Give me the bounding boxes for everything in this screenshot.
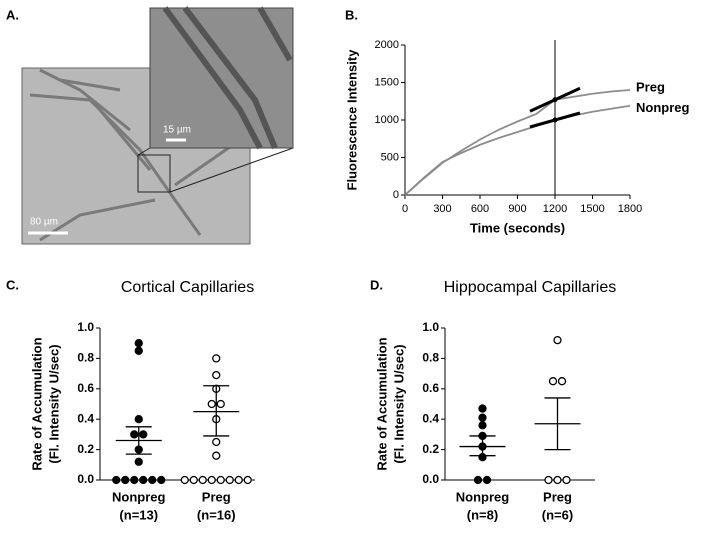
- panel-label: B.: [345, 7, 358, 22]
- x-tick-label: 1500: [580, 203, 604, 215]
- zoom-connector: [137, 147, 151, 156]
- y-axis-label: Fluorescence Intensity: [344, 49, 359, 191]
- vessel: [29, 68, 241, 242]
- data-point: [130, 430, 139, 439]
- y-tick-label: 0.4: [422, 411, 439, 425]
- y-tick-label: 0.0: [422, 472, 439, 486]
- y-tick-label: 1000: [375, 114, 399, 126]
- data-point: [212, 451, 221, 460]
- vessel: [162, 6, 293, 150]
- data-point: [478, 421, 487, 430]
- x-tick-label: 300: [433, 203, 451, 215]
- x-tick-label: 900: [508, 203, 526, 215]
- panel-label: A.: [6, 7, 19, 22]
- scale-label: 15 µm: [163, 125, 191, 136]
- panel-label: C.: [6, 277, 19, 292]
- y-tick-label: 0: [393, 189, 399, 201]
- data-point: [562, 475, 571, 485]
- y-axis-label: (Fl. Intensity U/sec): [46, 344, 61, 463]
- data-point: [112, 475, 121, 485]
- micrograph: 80 µm 15 µm: [21, 6, 294, 245]
- y-tick-label: 0.0: [77, 472, 94, 486]
- series-line: [404, 89, 631, 196]
- y-axis-label: (Fl. Intensity U/sec): [391, 344, 406, 463]
- data-point: [212, 354, 221, 363]
- x-tick-label: 0: [402, 203, 408, 215]
- scale-label: 80 µm: [30, 217, 58, 228]
- y-tick-label: 500: [381, 151, 399, 163]
- data-point: [212, 370, 221, 380]
- x-tick-label: Preg: [202, 489, 231, 504]
- series-line: [404, 104, 631, 196]
- x-tick-label: Preg: [543, 489, 572, 504]
- data-point: [207, 399, 216, 409]
- y-tick-label: 0.4: [77, 411, 94, 425]
- data-point: [180, 475, 189, 485]
- marker-point: [552, 117, 558, 123]
- x-tick-note: (n=6): [542, 507, 573, 522]
- y-tick-label: 0.6: [422, 381, 439, 395]
- data-point: [473, 475, 483, 485]
- data-point: [139, 475, 148, 485]
- y-tick-label: 1.0: [422, 320, 439, 334]
- data-point: [216, 399, 225, 409]
- data-point: [134, 339, 143, 348]
- x-tick-note: (n=16): [197, 507, 236, 522]
- y-tick-label: 1.0: [77, 320, 94, 334]
- data-point: [157, 475, 166, 485]
- x-tick-note: (n=13): [119, 507, 158, 522]
- series-label: Nonpreg: [636, 100, 690, 115]
- data-point: [478, 404, 487, 413]
- y-axis-label: Rate of Accumulation: [374, 337, 389, 470]
- data-point: [234, 475, 243, 485]
- x-tick-label: Nonpreg: [456, 489, 510, 504]
- data-point: [134, 346, 143, 355]
- chart-title: Cortical Capillaries: [121, 279, 254, 296]
- data-point: [189, 475, 198, 485]
- marker-point: [552, 97, 558, 103]
- x-tick-label: 1800: [618, 203, 642, 215]
- y-tick-label: 0.2: [77, 442, 94, 456]
- data-point: [225, 475, 234, 485]
- data-point: [243, 475, 252, 485]
- data-point: [216, 475, 225, 485]
- y-tick-label: 0.8: [422, 351, 439, 365]
- chart-title: Hippocampal Capillaries: [444, 279, 617, 296]
- data-point: [121, 475, 130, 485]
- y-tick-label: 1500: [375, 76, 399, 88]
- data-point: [134, 457, 143, 466]
- x-tick-label: Nonpreg: [112, 489, 166, 504]
- data-point: [557, 377, 567, 386]
- data-point: [134, 415, 143, 424]
- data-point: [553, 336, 562, 345]
- data-point: [548, 377, 558, 386]
- data-point: [139, 430, 148, 439]
- data-point: [198, 475, 207, 485]
- y-tick-label: 0.6: [77, 381, 94, 395]
- data-point: [207, 475, 216, 485]
- y-axis-label: Rate of Accumulation: [29, 337, 44, 470]
- x-tick-note: (n=8): [467, 507, 498, 522]
- data-point: [148, 475, 157, 485]
- x-tick-label: 1200: [543, 203, 567, 215]
- y-tick-label: 2000: [375, 39, 399, 51]
- data-point: [212, 437, 221, 447]
- zoom-box: [137, 154, 171, 193]
- x-axis-label: Time (seconds): [470, 220, 565, 235]
- zoom-connector: [169, 147, 294, 193]
- y-tick-label: 0.8: [77, 351, 94, 365]
- x-tick-label: 600: [471, 203, 489, 215]
- inset-image: [149, 7, 294, 149]
- data-point: [478, 413, 487, 422]
- panel-label: D.: [370, 277, 383, 292]
- data-point: [544, 475, 553, 485]
- data-point: [130, 475, 139, 485]
- y-tick-label: 0.2: [422, 442, 439, 456]
- data-point: [482, 475, 492, 485]
- data-point: [553, 475, 562, 485]
- series-label: Preg: [636, 79, 665, 94]
